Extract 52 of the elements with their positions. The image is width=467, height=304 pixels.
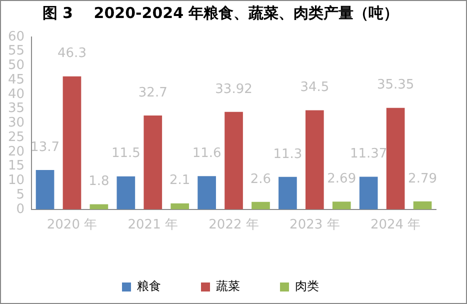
y-tick-label: 20: [8, 144, 25, 160]
data-label: 33.92: [215, 82, 252, 97]
data-label: 34.5: [300, 80, 330, 96]
bar: [252, 202, 270, 210]
y-tick-label: 35: [8, 101, 25, 116]
data-label: 11.5: [111, 146, 140, 162]
legend-label: 蔬菜: [216, 279, 240, 294]
bar: [278, 176, 297, 210]
bar: [116, 176, 136, 210]
data-label: 11.6: [192, 146, 222, 161]
x-tick-label: 2020 年: [46, 218, 98, 233]
bar: [413, 201, 432, 210]
data-label: 32.7: [138, 85, 168, 100]
y-tick-label: 30: [8, 116, 25, 131]
x-tick-label: 2021 年: [128, 218, 178, 233]
bar: [36, 170, 54, 210]
y-tick-label: 60: [8, 29, 25, 44]
bar: [90, 204, 108, 210]
data-label: 46.3: [58, 46, 86, 62]
y-tick-label: 45: [8, 72, 25, 88]
y-tick-label: 10: [8, 173, 25, 188]
y-tick-label: 15: [8, 158, 25, 174]
bar: [305, 110, 324, 210]
x-tick-label: 2022 年: [208, 218, 259, 233]
y-tick-label: 25: [8, 130, 25, 145]
legend-label: 肉类: [295, 279, 319, 294]
bar: [332, 202, 351, 210]
y-tick-label: 0: [16, 202, 25, 217]
x-tick-label: 2024 年: [370, 218, 421, 233]
bar: [170, 203, 190, 210]
bar: [224, 112, 243, 210]
bar: [359, 176, 378, 210]
legend-label: 粮食: [137, 279, 161, 294]
y-tick-label: 40: [8, 86, 25, 102]
y-tick-label: 50: [8, 58, 25, 74]
bar: [198, 176, 216, 210]
bar: [62, 76, 82, 210]
x-tick-label: 2023 年: [290, 218, 340, 233]
data-label: 11.37: [350, 146, 388, 162]
data-label: 2.79: [408, 171, 437, 186]
data-label: 35.35: [376, 78, 414, 93]
y-tick-label: 5: [16, 187, 25, 202]
data-label: 2.69: [327, 172, 356, 187]
bar: [386, 108, 405, 210]
data-label: 13.7: [30, 140, 60, 155]
y-tick-label: 55: [8, 44, 25, 59]
bar: [144, 115, 162, 210]
data-label: 2.1: [170, 173, 190, 188]
chart-title: 图 3 2020-2024 年粮食、蔬菜、肉类产量（吨）: [42, 4, 399, 22]
data-label: 2.6: [250, 172, 272, 187]
data-label: 1.8: [88, 174, 110, 190]
data-label: 11.3: [273, 146, 302, 162]
